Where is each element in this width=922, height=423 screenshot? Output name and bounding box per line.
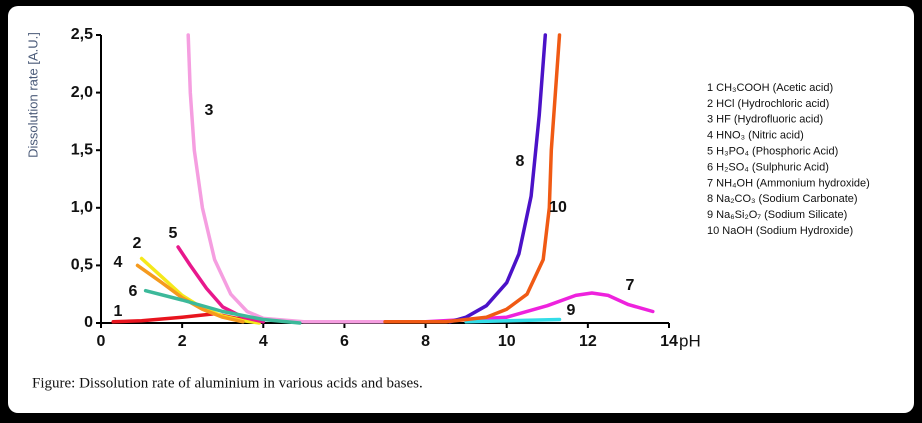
y-tick-label: 1,5 <box>71 141 93 158</box>
x-tick-label: 4 <box>259 333 268 350</box>
legend-entry: 4 HNO₃ (Nitric acid) <box>707 130 804 142</box>
y-tick-label: 2,5 <box>71 26 93 43</box>
legend-entry: 1 CH₃COOH (Acetic acid) <box>707 82 833 94</box>
curve-label: 1 <box>114 303 123 320</box>
series-line <box>464 317 562 324</box>
curve-label: 9 <box>567 302 576 319</box>
x-tick-label: 2 <box>178 333 187 350</box>
legend-entry: 2 HCl (Hydrochloric acid) <box>707 98 829 110</box>
curve-label: 6 <box>129 283 138 300</box>
curve-label: 10 <box>549 199 567 216</box>
series-line <box>143 288 302 325</box>
series-line <box>423 291 655 324</box>
curve-label: 7 <box>626 277 635 294</box>
legend-entry: 9 Na₆Si₂O₇ (Sodium Silicate) <box>707 209 847 221</box>
curve-label: 2 <box>133 235 142 252</box>
y-tick-label: 0,5 <box>71 257 93 274</box>
x-tick-label: 10 <box>498 333 516 350</box>
legend-entry: 10 NaOH (Sodium Hydroxide) <box>707 225 853 237</box>
y-tick-label: 0 <box>84 314 93 331</box>
series-line <box>448 33 548 324</box>
legend-entry: 7 NH₄OH (Ammonium hydroxide) <box>707 177 870 189</box>
x-tick-label: 12 <box>579 333 597 350</box>
curve-label: 5 <box>169 225 178 242</box>
curve-label: 4 <box>114 254 123 271</box>
legend-entry: 5 H₃PO₄ (Phosphoric Acid) <box>707 146 838 158</box>
legend-entry: 3 HF (Hydrofluoric acid) <box>707 114 823 126</box>
y-tick-label: 1,0 <box>71 199 93 216</box>
legend-entry: 6 H₂SO₄ (Sulphuric Acid) <box>707 161 829 173</box>
series-line <box>176 245 266 324</box>
y-tick-label: 2,0 <box>71 84 93 101</box>
series-line <box>383 33 562 324</box>
legend-entry: 8 Na₂CO₃ (Sodium Carbonate) <box>707 193 858 205</box>
caption: Figure: Dissolution rate of aluminium in… <box>32 375 423 391</box>
x-tick-label: 8 <box>421 333 430 350</box>
y-axis-label: Dissolution rate [A.U.] <box>25 32 40 158</box>
x-axis-label: pH <box>679 331 701 350</box>
curve-label: 8 <box>516 153 525 170</box>
x-tick-label: 14 <box>660 333 678 350</box>
x-tick-label: 6 <box>340 333 349 350</box>
curve-label: 3 <box>205 102 214 119</box>
x-tick-label: 0 <box>97 333 106 350</box>
